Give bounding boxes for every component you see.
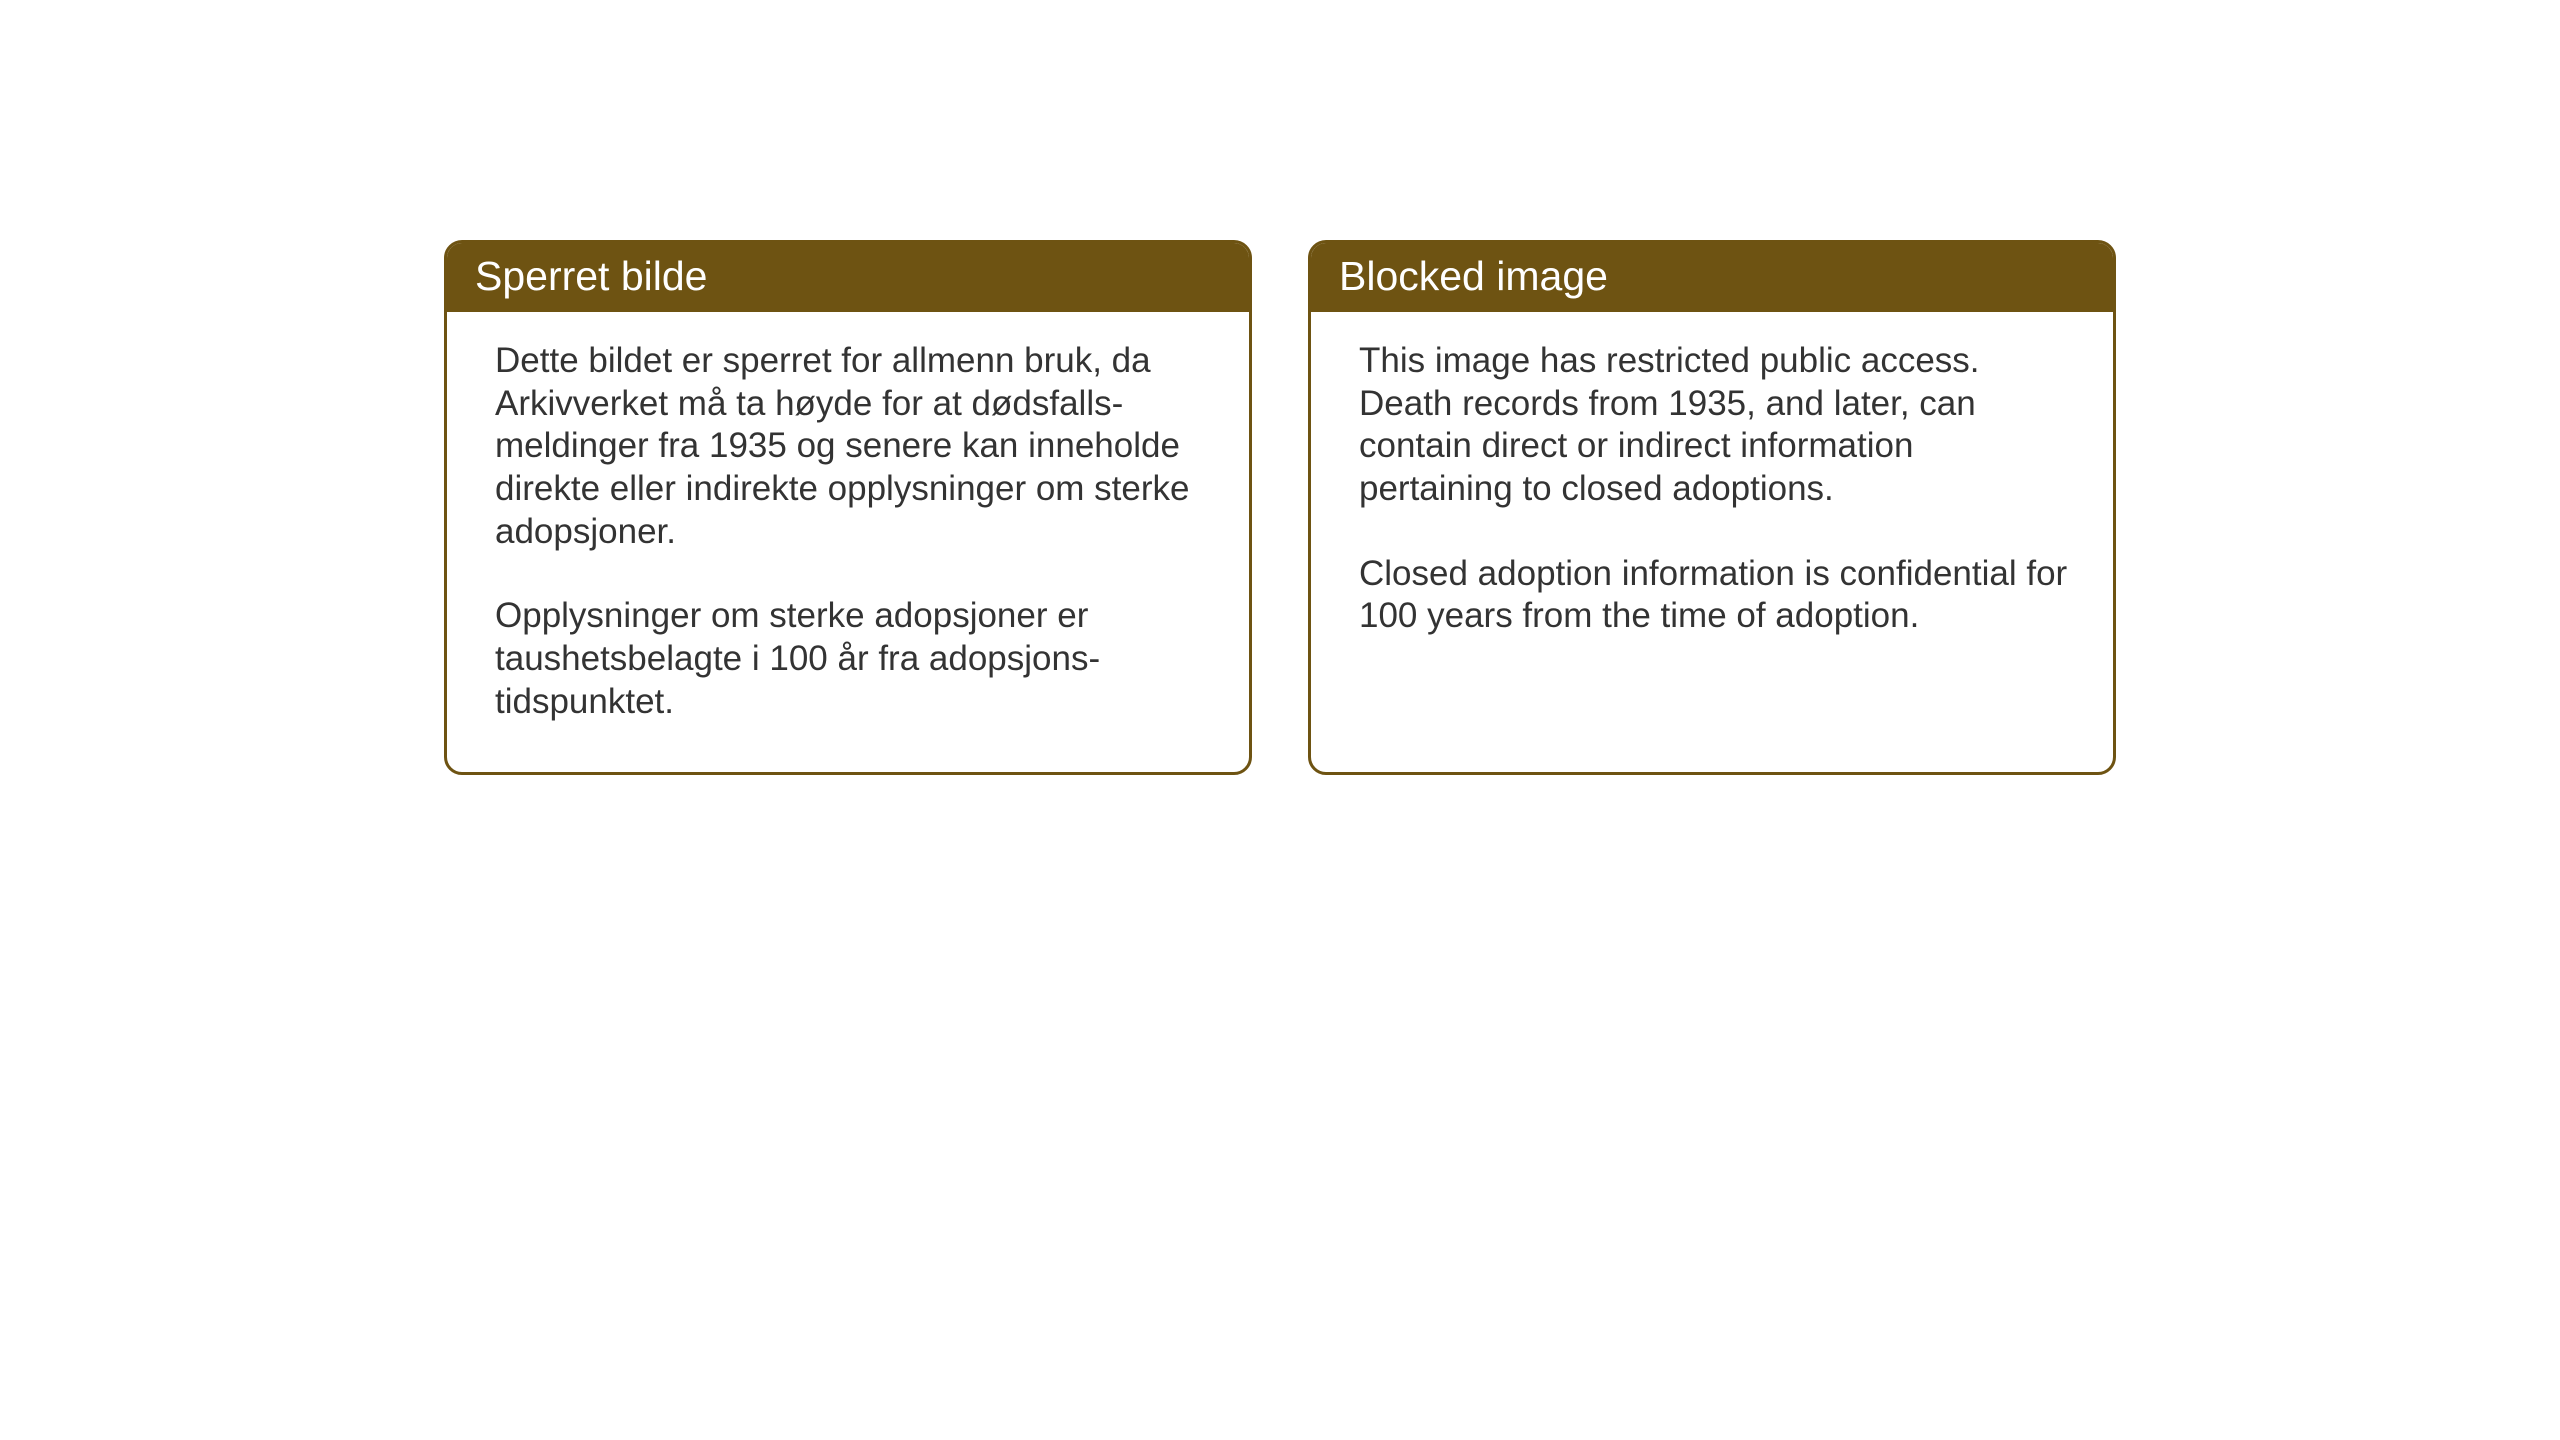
card-body: Dette bildet er sperret for allmenn bruk… (447, 312, 1249, 772)
card-body: This image has restricted public access.… (1311, 312, 2113, 686)
card-paragraph: This image has restricted public access.… (1359, 340, 2069, 511)
notice-container: Sperret bilde Dette bildet er sperret fo… (444, 240, 2116, 775)
card-header: Blocked image (1311, 243, 2113, 312)
card-header: Sperret bilde (447, 243, 1249, 312)
card-paragraph: Opplysninger om sterke adopsjoner er tau… (495, 595, 1205, 723)
notice-card-english: Blocked image This image has restricted … (1308, 240, 2116, 775)
card-title: Sperret bilde (475, 253, 707, 299)
card-paragraph: Closed adoption information is confident… (1359, 553, 2069, 638)
card-title: Blocked image (1339, 253, 1608, 299)
notice-card-norwegian: Sperret bilde Dette bildet er sperret fo… (444, 240, 1252, 775)
card-paragraph: Dette bildet er sperret for allmenn bruk… (495, 340, 1205, 553)
